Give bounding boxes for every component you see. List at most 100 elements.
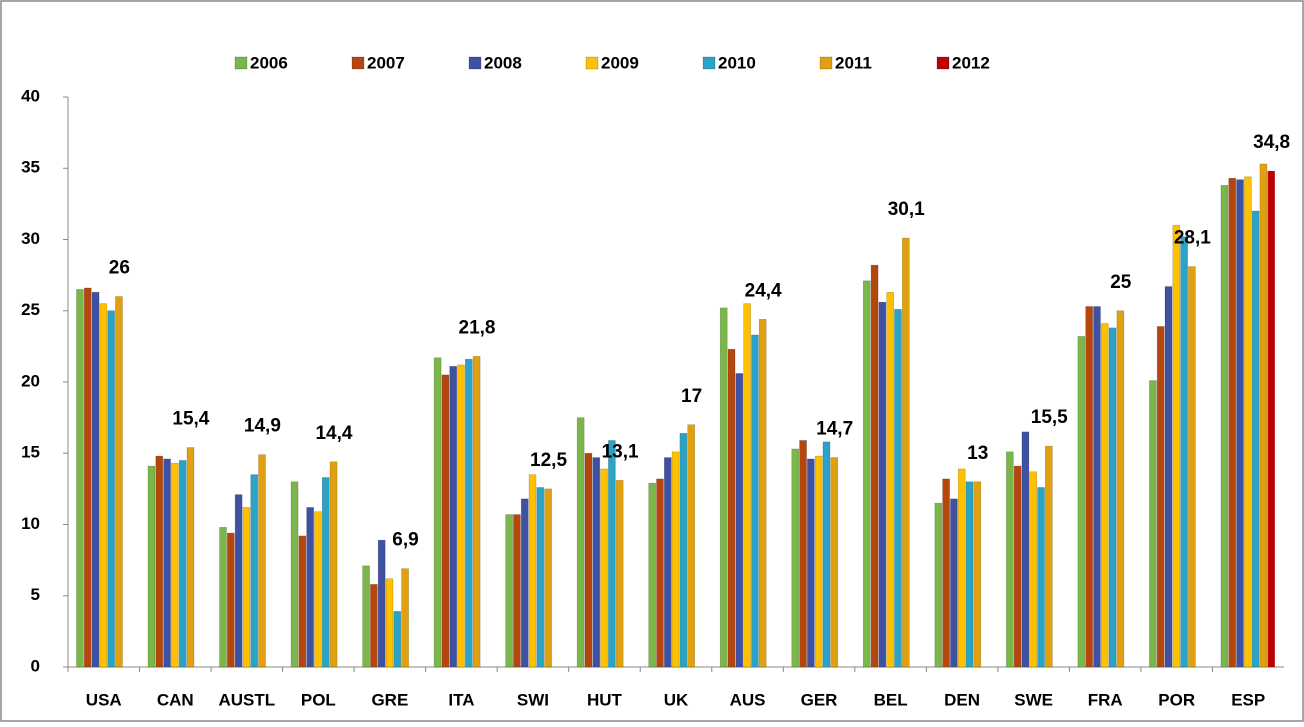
- data-label: 26: [109, 258, 130, 279]
- x-tick-label: SWI: [517, 690, 549, 709]
- bar: [314, 511, 322, 668]
- y-tick-label: 5: [31, 585, 40, 604]
- bar: [615, 480, 624, 668]
- bar: [1093, 306, 1101, 668]
- data-label: 14,9: [244, 416, 281, 437]
- x-tick-label: UK: [664, 690, 689, 709]
- bar: [178, 460, 187, 668]
- bar: [648, 482, 657, 668]
- y-tick-label: 30: [21, 229, 40, 248]
- bar: [1029, 471, 1038, 668]
- bar: [735, 373, 744, 668]
- bar: [1259, 163, 1268, 668]
- x-tick-label: HUT: [587, 690, 623, 709]
- data-label: 15,5: [1031, 407, 1068, 428]
- bar: [814, 455, 823, 668]
- bar: [799, 440, 807, 668]
- x-tick-label: SWE: [1014, 690, 1053, 709]
- bar: [1077, 336, 1086, 668]
- bar: [76, 289, 84, 668]
- bar: [870, 264, 879, 668]
- bar: [91, 291, 100, 668]
- bar: [1220, 185, 1229, 668]
- bar: [791, 448, 800, 668]
- bar: [242, 507, 251, 668]
- bar: [219, 527, 227, 668]
- bar: [1164, 286, 1173, 668]
- y-tick-label: 20: [21, 371, 40, 390]
- bar: [950, 498, 958, 668]
- x-tick-label: ITA: [448, 690, 474, 709]
- bar: [862, 280, 871, 668]
- legend-label: 2011: [835, 53, 872, 72]
- bar: [306, 507, 314, 668]
- legend-label: 2012: [952, 53, 990, 72]
- legend-label: 2010: [718, 53, 756, 72]
- bar: [743, 303, 751, 668]
- bar: [934, 502, 943, 668]
- x-tick-label: CAN: [157, 690, 194, 709]
- bar: [719, 307, 728, 668]
- bar: [942, 478, 950, 668]
- data-label: 12,5: [530, 450, 567, 471]
- bar: [433, 357, 442, 668]
- bar: [250, 474, 259, 668]
- legend-label: 2006: [250, 53, 288, 72]
- bar: [107, 310, 115, 668]
- x-tick-label: POR: [1158, 690, 1195, 709]
- bar: [163, 458, 171, 668]
- bar: [513, 514, 521, 668]
- legend-label: 2009: [601, 53, 639, 72]
- bar: [472, 356, 481, 668]
- bar: [520, 498, 529, 668]
- bar: [370, 584, 378, 668]
- x-tick-label: AUS: [730, 690, 766, 709]
- y-tick-label: 15: [21, 443, 40, 462]
- bar: [1251, 210, 1260, 668]
- bar: [155, 455, 164, 668]
- legend-swatch: [351, 56, 365, 70]
- bar: [1085, 306, 1093, 668]
- bar: [1149, 380, 1157, 668]
- data-label: 25: [1110, 272, 1132, 293]
- y-tick-label: 25: [21, 300, 40, 319]
- legend-swatch: [468, 56, 482, 70]
- y-tick-label: 10: [21, 514, 40, 533]
- x-tick-label: ESP: [1231, 690, 1265, 709]
- bar: [973, 481, 982, 668]
- bar: [115, 296, 123, 668]
- bar: [1021, 431, 1030, 668]
- x-tick-label: GER: [801, 690, 838, 709]
- y-tick-label: 35: [21, 158, 40, 177]
- bar: [465, 358, 473, 668]
- bar: [99, 303, 108, 668]
- bar: [878, 301, 887, 668]
- bar: [656, 478, 664, 668]
- bar: [663, 457, 672, 668]
- bar: [362, 565, 370, 668]
- x-tick-label: USA: [86, 690, 122, 709]
- x-tick-label: FRA: [1088, 690, 1123, 709]
- bar: [329, 461, 338, 668]
- bar: [227, 532, 235, 668]
- legend-swatch: [936, 56, 950, 70]
- bar: [1188, 266, 1196, 668]
- x-tick-label: DEN: [944, 690, 980, 709]
- bar: [171, 462, 179, 668]
- bar: [886, 291, 894, 668]
- bar: [727, 348, 736, 668]
- bar: [592, 457, 601, 668]
- bar: [608, 440, 616, 668]
- bar: [290, 481, 299, 668]
- bar: [441, 374, 450, 668]
- legend-swatch: [585, 56, 599, 70]
- bar: [751, 334, 759, 668]
- bar: [1116, 310, 1125, 668]
- bar: [901, 237, 910, 668]
- bar: [457, 364, 465, 668]
- bar: [1100, 323, 1109, 668]
- bar: [1156, 326, 1165, 668]
- bar: [830, 457, 839, 668]
- bar: [147, 465, 156, 668]
